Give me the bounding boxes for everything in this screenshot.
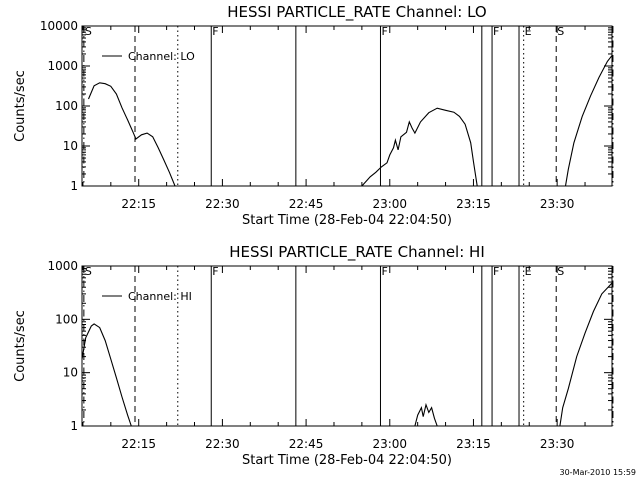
series-line bbox=[559, 282, 612, 426]
x-tick-label: 23:00 bbox=[372, 437, 407, 451]
y-tick-label: 10 bbox=[63, 366, 78, 380]
series-line bbox=[87, 82, 176, 186]
chart-title: HESSI PARTICLE_RATE Channel: HI bbox=[229, 243, 485, 262]
x-tick-label: 22:45 bbox=[289, 197, 324, 211]
y-tick-label: 1 bbox=[70, 179, 78, 193]
legend-entry: Channel: LO bbox=[128, 50, 195, 63]
event-marker-label: S bbox=[85, 25, 92, 38]
series-line bbox=[361, 107, 478, 186]
x-tick-label: 22:30 bbox=[205, 437, 240, 451]
series-line bbox=[414, 402, 438, 426]
event-marker-label: E bbox=[525, 25, 532, 38]
y-axis-label: Counts/sec bbox=[13, 70, 28, 142]
chart-title: HESSI PARTICLE_RATE Channel: LO bbox=[227, 3, 486, 22]
event-marker-label: F bbox=[212, 25, 218, 38]
y-tick-label: 1 bbox=[70, 419, 78, 433]
x-tick-label: 22:15 bbox=[121, 197, 156, 211]
y-axis-label: Counts/sec bbox=[13, 310, 28, 382]
x-tick-label: 23:00 bbox=[372, 197, 407, 211]
series-line bbox=[564, 54, 612, 186]
chart-panel-hi: HESSI PARTICLE_RATE Channel: HI Start Tim… bbox=[13, 243, 614, 468]
y-tick-label: 100 bbox=[55, 312, 78, 326]
event-marker-label: S bbox=[557, 265, 564, 278]
footer-timestamp: 30-Mar-2010 15:59 bbox=[560, 468, 637, 477]
event-marker-label: S bbox=[557, 25, 564, 38]
event-marker-label: E bbox=[525, 265, 532, 278]
y-tick-label: 10 bbox=[63, 139, 78, 153]
x-axis-label: Start Time (28-Feb-04 22:04:50) bbox=[242, 453, 452, 468]
legend-entry: Channel: HI bbox=[128, 290, 192, 303]
x-tick-label: 23:30 bbox=[540, 437, 575, 451]
y-tick-label: 1000 bbox=[47, 59, 78, 73]
event-marker-label: S bbox=[85, 265, 92, 278]
event-marker-label: F bbox=[493, 25, 499, 38]
event-marker-label: F bbox=[493, 265, 499, 278]
y-tick-label: 100 bbox=[55, 99, 78, 113]
event-marker-label: F bbox=[381, 25, 387, 38]
x-tick-label: 23:15 bbox=[456, 197, 491, 211]
y-tick-label: 10000 bbox=[40, 19, 78, 33]
x-axis-label: Start Time (28-Feb-04 22:04:50) bbox=[242, 213, 452, 228]
chart-panel-lo: HESSI PARTICLE_RATE Channel: LO Start Tim… bbox=[13, 3, 614, 228]
event-marker-label: F bbox=[381, 265, 387, 278]
plot-frame bbox=[81, 265, 613, 427]
series-line bbox=[82, 323, 132, 426]
event-marker-label: F bbox=[212, 265, 218, 278]
x-tick-label: 23:30 bbox=[540, 197, 575, 211]
x-tick-label: 22:30 bbox=[205, 197, 240, 211]
x-tick-label: 22:45 bbox=[289, 437, 324, 451]
x-tick-label: 23:15 bbox=[456, 437, 491, 451]
plot-frame bbox=[81, 25, 613, 187]
y-tick-label: 1000 bbox=[47, 259, 78, 273]
x-tick-label: 22:15 bbox=[121, 437, 156, 451]
